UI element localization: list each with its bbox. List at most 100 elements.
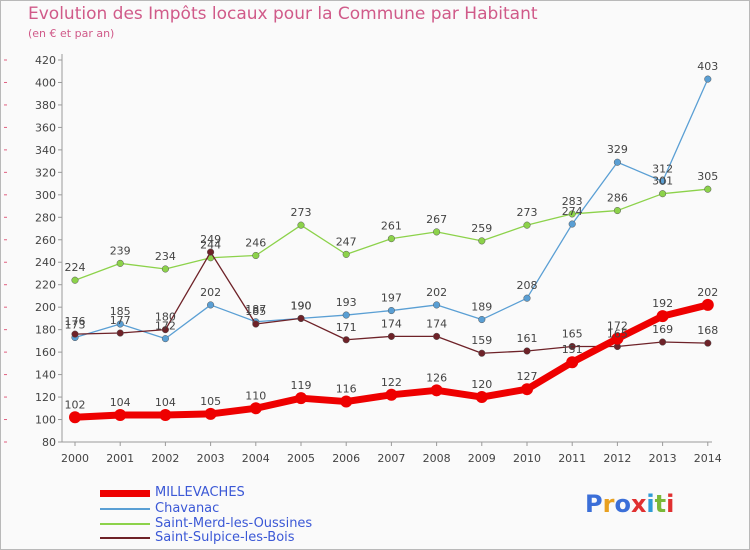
data-label: 165 — [607, 328, 628, 341]
data-label: 119 — [291, 379, 312, 392]
logo-letter: i — [666, 490, 675, 518]
data-point — [475, 391, 488, 404]
data-point — [342, 250, 350, 258]
data-label: 286 — [607, 192, 628, 205]
x-tick-label: 2010 — [513, 452, 541, 465]
data-label: 116 — [336, 383, 357, 396]
data-point — [340, 395, 353, 408]
data-point — [116, 320, 124, 328]
data-point — [295, 392, 307, 405]
data-label: 305 — [697, 170, 718, 183]
data-point — [701, 298, 714, 311]
data-label: 224 — [65, 261, 86, 274]
data-label: 174 — [426, 317, 447, 330]
legend-swatch — [100, 523, 150, 525]
data-label: 312 — [652, 162, 673, 175]
data-point — [704, 185, 712, 193]
x-tick-label: 2013 — [649, 452, 677, 465]
data-label: 165 — [562, 328, 583, 341]
data-point — [613, 158, 621, 166]
data-point — [568, 342, 576, 351]
data-point — [116, 329, 124, 337]
y-tick-label: 100 — [35, 414, 56, 427]
data-label: 403 — [697, 60, 718, 73]
x-tick-label: 2004 — [242, 452, 270, 465]
data-point — [249, 402, 262, 415]
data-point — [385, 388, 398, 401]
data-point — [704, 75, 712, 83]
data-point — [207, 301, 215, 309]
data-label: 190 — [291, 299, 312, 312]
data-point — [568, 210, 576, 218]
x-tick-label: 2000 — [61, 452, 89, 465]
x-tick-label: 2007 — [377, 452, 405, 465]
data-label: 239 — [110, 244, 131, 257]
x-tick-label: 2005 — [287, 452, 315, 465]
data-label: 244 — [200, 239, 221, 252]
y-tick-label: 420 — [35, 54, 56, 67]
logo-letter: t — [654, 490, 667, 518]
data-label: 259 — [471, 222, 492, 235]
data-label: 127 — [517, 370, 538, 383]
data-label: 104 — [155, 396, 176, 409]
data-label: 161 — [517, 332, 538, 345]
data-label: 329 — [607, 143, 628, 156]
x-tick-label: 2008 — [423, 452, 451, 465]
data-label: 273 — [291, 206, 312, 219]
legend-swatch — [100, 537, 150, 539]
y-tick-label: 400 — [35, 76, 56, 89]
y-tick-label: 180 — [35, 324, 56, 337]
legend-label: Saint-Sulpice-les-Bois — [155, 530, 295, 545]
chart-subtitle: (en € et par an) — [28, 27, 115, 40]
legend-swatch — [100, 508, 150, 510]
y-tick-label: 240 — [35, 256, 56, 269]
data-label: 102 — [65, 398, 86, 411]
data-label: 249 — [200, 233, 221, 246]
data-point — [204, 407, 217, 420]
y-tick-label: 120 — [35, 391, 56, 404]
data-label: 234 — [155, 250, 176, 263]
y-tick-label: 300 — [35, 189, 56, 202]
data-point — [114, 409, 127, 422]
data-point — [523, 221, 531, 229]
x-tick-label: 2011 — [558, 452, 586, 465]
logo-letter: o — [614, 490, 631, 518]
data-point — [161, 335, 169, 343]
data-label: 105 — [200, 395, 221, 408]
data-point — [342, 311, 350, 319]
data-point — [159, 409, 172, 422]
data-point — [523, 347, 531, 355]
data-label: 202 — [426, 286, 447, 299]
data-label: 126 — [426, 371, 447, 384]
data-label: 283 — [562, 195, 583, 208]
x-tick-label: 2002 — [151, 452, 179, 465]
y-tick-label: 260 — [35, 234, 56, 247]
data-label: 273 — [517, 206, 538, 219]
data-label: 180 — [155, 311, 176, 324]
data-point — [659, 190, 667, 198]
data-label: 174 — [381, 317, 402, 330]
data-point — [387, 306, 395, 315]
y-tick-label: 380 — [35, 99, 56, 112]
data-point — [568, 220, 576, 228]
proxiti-logo: Proxiti — [585, 490, 674, 518]
x-tick-label: 2014 — [694, 452, 722, 465]
data-point — [433, 332, 441, 340]
data-point — [161, 265, 169, 273]
x-tick-label: 2003 — [197, 452, 225, 465]
data-point — [161, 326, 169, 334]
data-label: 151 — [562, 343, 583, 356]
data-label: 189 — [471, 301, 492, 314]
data-point — [297, 314, 305, 322]
data-label: 202 — [200, 286, 221, 299]
data-label: 173 — [65, 319, 86, 332]
legend-label: MILLEVACHES — [155, 485, 245, 500]
data-label: 192 — [652, 297, 673, 310]
data-label: 193 — [336, 296, 357, 309]
data-point — [207, 248, 215, 256]
data-label: 197 — [381, 292, 402, 305]
data-point — [478, 315, 486, 324]
data-point — [297, 221, 305, 229]
